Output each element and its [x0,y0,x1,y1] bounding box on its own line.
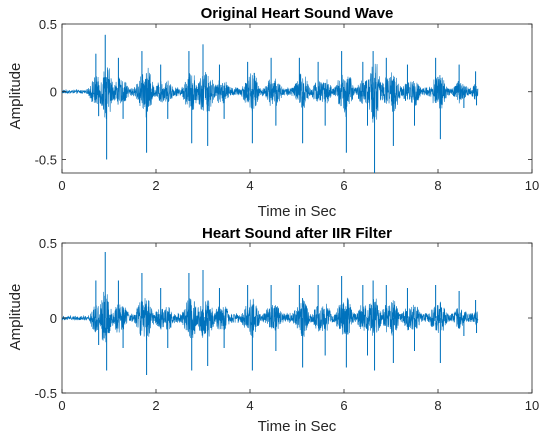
x-tick-label: 2 [152,178,159,193]
y-tick-label: 0 [50,85,57,100]
x-axis-label: Time in Sec [258,203,337,220]
x-axis-label: Time in Sec [258,418,337,435]
x-tick-label: 0 [58,178,65,193]
x-tick-label: 10 [525,398,539,413]
plot-area: 0 2 4 6 8 10-0.500.5 [35,17,540,193]
chart-title: Heart Sound after IIR Filter [202,225,392,242]
y-tick-label: -0.5 [35,152,57,167]
y-axis-label: Amplitude [7,63,24,130]
y-tick-label: -0.5 [35,386,57,401]
chart-title: Original Heart Sound Wave [201,5,394,22]
plot-area: 0 2 4 6 8 10-0.500.5 [35,236,540,413]
x-tick-label: 10 [525,178,539,193]
y-tick-label: 0.5 [39,17,57,32]
y-axis-label: Amplitude [7,284,24,351]
x-tick-label: 6 [340,178,347,193]
x-tick-label: 8 [434,178,441,193]
x-tick-label: 2 [152,398,159,413]
axes-box [61,23,533,174]
y-tick-label: 0.5 [39,236,57,251]
x-tick-label: 4 [246,398,253,413]
x-tick-label: 8 [434,398,441,413]
x-tick-label: 4 [246,178,253,193]
x-tick-label: 0 [58,398,65,413]
y-tick-label: 0 [50,311,57,326]
subplot-filtered: Heart Sound after IIR Filter 0 2 4 6 8 10 -0.5… [7,225,539,435]
x-tick-label: 6 [340,398,347,413]
subplot-original: Original Heart Sound Wave 0 2 4 6 8 10-0.500.… [7,5,539,220]
